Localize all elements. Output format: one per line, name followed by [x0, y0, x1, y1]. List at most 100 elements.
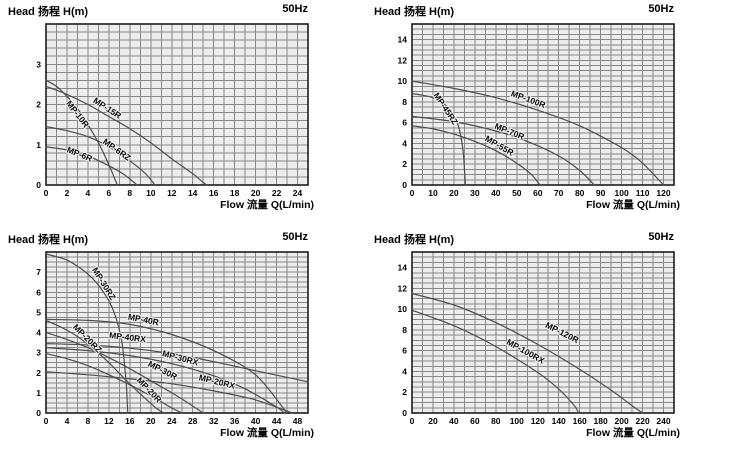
grid-lines: [412, 24, 674, 185]
x-tick-label: 180: [594, 416, 608, 426]
x-tick-label: 220: [636, 416, 650, 426]
y-axis-title: Head 扬程 H(m): [8, 234, 89, 246]
y-tick-label: 8: [402, 97, 407, 107]
x-tick-label: 12: [104, 416, 114, 426]
x-tick-label: 44: [272, 416, 282, 426]
y-tick-label: 1: [36, 140, 41, 150]
x-tick-label: 24: [167, 416, 177, 426]
y-axis-title: Head 扬程 H(m): [374, 234, 455, 246]
pump-curve-chart: 0 10 20 30 40 50 60 70 80 90 100 110 12002468101214M…: [398, 23, 675, 198]
y-tick-label: 14: [398, 35, 408, 45]
x-tick-label: 18: [230, 188, 240, 198]
chart-panel-top-left: 0 2 4 6 8 10 12 14 16 18 20 22 24 0 1 2 3 MP-10R MP-15R MP-…: [0, 0, 366, 228]
x-tick-label: 0: [410, 416, 415, 426]
x-tick-label: 20: [449, 188, 459, 198]
plot-area: [412, 24, 674, 185]
pump-curve-MP-20RX: [45, 371, 293, 414]
y-tick-label: 12: [398, 283, 408, 293]
pump-curve-chart: 0 20 40 60 80 100 120 140 160 180 200 220 240 0 2 4 6 8 10…: [398, 251, 675, 426]
x-tick-label: 100: [510, 416, 524, 426]
x-tick-label: 32: [209, 416, 219, 426]
x-tick-label: 0: [44, 188, 49, 198]
chart-panel-top-right: 0 10 20 30 40 50 60 70 80 90 100 110 120 0 2 4 6 8 10 12 14 M…: [366, 0, 732, 228]
x-tick-label: 20: [251, 188, 261, 198]
pump-curve-MP-70R: [411, 115, 595, 186]
axis-tick-labels: 0 20 40 60 80 100 120 140 160 180 200 220 240 0 2 4 6 8 10…: [398, 263, 671, 426]
x-axis-label: Flow 流量 Q(L/min): [586, 199, 680, 211]
pump-curve-MP-30R: [45, 331, 204, 414]
x-tick-label: 4: [65, 416, 70, 426]
y-tick-label: 10: [398, 304, 408, 314]
x-tick-label: 10: [428, 188, 438, 198]
frequency-label: 50Hz: [648, 3, 674, 15]
x-tick-label: 22: [272, 188, 282, 198]
plot-border: [411, 23, 675, 186]
grid-lines: [46, 252, 308, 413]
x-tick-label: 60: [470, 416, 480, 426]
chart-panel-bottom-right: 0 20 40 60 80 100 120 140 160 180 200 220 240 0 2 4 6 8 10…: [366, 228, 732, 456]
y-tick-label: 2: [402, 159, 407, 169]
x-tick-label: 8: [86, 416, 91, 426]
x-tick-label: 6: [107, 188, 112, 198]
y-tick-label: 7: [36, 267, 41, 277]
x-tick-label: 70: [554, 188, 564, 198]
x-tick-label: 24: [293, 188, 303, 198]
x-tick-label: 50: [512, 188, 522, 198]
pump-curve-MP-100R: [411, 80, 665, 186]
x-tick-label: 28: [188, 416, 198, 426]
y-tick-label: 14: [398, 263, 408, 273]
x-tick-label: 80: [491, 416, 501, 426]
y-tick-label: 12: [398, 55, 408, 65]
x-axis-label: Flow 流量 Q(L/min): [220, 199, 314, 211]
pump-curve-MP-15R: [45, 85, 207, 186]
x-axis-label: Flow 流量 Q(L/min): [586, 427, 680, 439]
x-tick-label: 20: [428, 416, 438, 426]
x-tick-label: 120: [531, 416, 545, 426]
x-tick-label: 110: [636, 188, 650, 198]
y-axis-title: Head 扬程 H(m): [374, 6, 455, 18]
frequency-label: 50Hz: [648, 231, 674, 243]
y-tick-label: 0: [36, 180, 41, 190]
pump-curve-MP-120R: [411, 292, 644, 414]
pump-curve-MP-20R: [45, 353, 183, 414]
x-tick-label: 40: [491, 188, 501, 198]
x-tick-label: 140: [552, 416, 566, 426]
y-tick-label: 2: [36, 100, 41, 110]
x-tick-label: 48: [293, 416, 303, 426]
y-tick-label: 8: [402, 325, 407, 335]
y-tick-label: 4: [402, 139, 407, 149]
frequency-label: 50Hz: [282, 231, 308, 243]
y-tick-label: 0: [402, 408, 407, 418]
y-tick-label: 5: [36, 307, 41, 317]
pump-curve-MP-40RX: [45, 343, 309, 383]
pump-curve-MP-20RZ: [45, 319, 165, 414]
axis-tick-labels: 0 10 20 30 40 50 60 70 80 90 100 110 120 0 2 4 6 8 10 12 14: [398, 35, 671, 198]
x-tick-label: 12: [167, 188, 177, 198]
pump-curve-MP-10R: [45, 79, 118, 186]
pump-curve-MP-100RX: [411, 309, 580, 414]
x-tick-label: 16: [209, 188, 219, 198]
y-tick-label: 4: [36, 328, 41, 338]
x-tick-label: 10: [146, 188, 156, 198]
y-tick-label: 0: [402, 180, 407, 190]
pump-curve-MP-55R: [411, 125, 541, 186]
x-tick-label: 8: [127, 188, 132, 198]
x-tick-label: 160: [573, 416, 587, 426]
y-tick-label: 6: [402, 118, 407, 128]
x-tick-label: 2: [65, 188, 70, 198]
y-tick-label: 6: [402, 346, 407, 356]
x-tick-label: 240: [656, 416, 670, 426]
x-tick-label: 40: [449, 416, 459, 426]
chart-panel-bottom-left: 0 4 8 12 16 20 24 28 32 36 40 44 48 0 1 2 3 4 5 6 7 MP-30RZ MP…: [0, 228, 366, 456]
x-tick-label: 100: [615, 188, 629, 198]
x-axis-label: Flow 流量 Q(L/min): [220, 427, 314, 439]
x-tick-label: 40: [251, 416, 261, 426]
pump-curve-MP-40R: [45, 318, 288, 414]
y-tick-label: 0: [36, 408, 41, 418]
grid-lines: [412, 252, 674, 413]
x-tick-label: 30: [470, 188, 480, 198]
